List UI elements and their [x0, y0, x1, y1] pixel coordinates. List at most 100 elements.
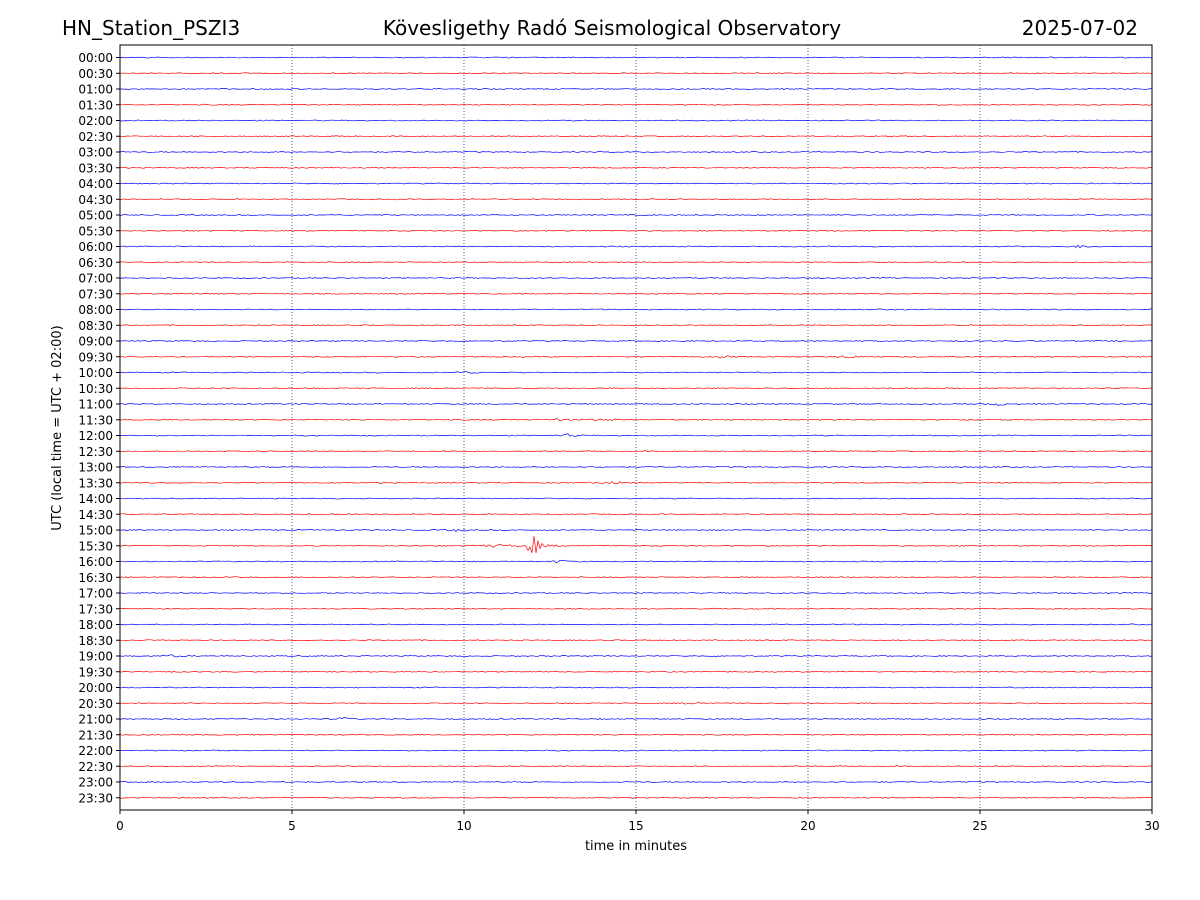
x-axis-ticks: 0 5 10 15 20 25 30: [116, 810, 1160, 833]
trace-1800: [119, 623, 1153, 626]
trace-0900: [119, 340, 1153, 342]
y-tick-label: 02:00: [78, 114, 113, 128]
y-tick-label: 17:00: [78, 587, 113, 601]
y-tick-label: 00:00: [78, 51, 113, 65]
y-tick-label: 16:30: [78, 571, 113, 585]
x-tick-label: 15: [628, 819, 643, 833]
y-tick-label: 06:30: [78, 256, 113, 270]
trace-1330: [119, 481, 1153, 485]
trace-1830: [119, 639, 1153, 642]
plot-frame: [119, 44, 1153, 811]
trace-1000: [119, 370, 1153, 374]
y-tick-label: 18:30: [78, 634, 113, 648]
trace-0400: [119, 182, 1153, 185]
y-tick-label: 04:00: [78, 177, 113, 191]
y-tick-label: 18:00: [78, 618, 113, 632]
trace-1530: [119, 536, 1153, 554]
y-tick-label: 16:00: [78, 555, 113, 569]
trace-2300: [119, 781, 1153, 783]
y-tick-label: 07:00: [78, 272, 113, 286]
y-tick-label: 14:30: [78, 508, 113, 522]
trace-2000: [119, 686, 1153, 689]
x-tick-label: 5: [288, 819, 296, 833]
y-tick-label: 08:00: [78, 303, 113, 317]
trace-1500: [119, 528, 1153, 533]
trace-2130: [119, 733, 1153, 736]
y-tick-label: 19:30: [78, 665, 113, 679]
y-tick-label: 11:30: [78, 413, 113, 427]
y-tick-label: 11:00: [78, 398, 113, 412]
trace-0600: [119, 244, 1153, 249]
trace-0730: [119, 292, 1153, 295]
station-name: HN_Station_PSZI3: [62, 16, 240, 40]
trace-0030: [119, 72, 1153, 75]
x-axis-label: time in minutes: [585, 839, 687, 854]
y-tick-label: 14:00: [78, 492, 113, 506]
trace-0000: [119, 56, 1153, 59]
trace-0830: [119, 324, 1153, 327]
trace-0700: [119, 277, 1153, 279]
trace-0930: [119, 355, 1153, 359]
trace-0200: [120, 119, 1153, 122]
x-tick-label: 25: [972, 819, 987, 833]
trace-1230: [119, 450, 1153, 453]
trace-0430: [119, 198, 1153, 201]
y-tick-label: 10:00: [78, 366, 113, 380]
y-tick-label: 12:00: [78, 429, 113, 443]
y-tick-label: 17:30: [78, 602, 113, 616]
y-tick-label: 02:30: [78, 130, 113, 144]
trace-0800: [119, 308, 1153, 311]
y-tick-label: 21:00: [78, 713, 113, 727]
trace-0330: [119, 166, 1153, 169]
y-tick-label: 22:30: [78, 760, 113, 774]
y-tick-label: 00:30: [78, 67, 113, 81]
y-tick-label: 10:30: [78, 382, 113, 396]
x-tick-label: 10: [456, 819, 471, 833]
trace-1200: [119, 433, 1153, 437]
y-tick-label: 12:30: [78, 445, 113, 459]
trace-2230: [119, 765, 1153, 768]
trace-1300: [119, 466, 1153, 468]
y-tick-label: 07:30: [78, 287, 113, 301]
trace-2330: [119, 796, 1153, 799]
trace-2030: [119, 701, 1153, 705]
y-tick-label: 21:30: [78, 728, 113, 742]
trace-1400: [119, 497, 1153, 500]
trace-1100: [119, 402, 1153, 406]
y-tick-label: 15:30: [78, 539, 113, 553]
y-tick-label: 06:00: [78, 240, 113, 254]
y-tick-label: 23:00: [78, 776, 113, 790]
x-tick-label: 20: [800, 819, 815, 833]
trace-1930: [119, 670, 1153, 673]
y-tick-label: 20:30: [78, 697, 113, 711]
y-tick-label: 03:00: [78, 146, 113, 160]
y-tick-label: 03:30: [78, 161, 113, 175]
chart-date: 2025-07-02: [1022, 16, 1138, 40]
trace-1900: [119, 654, 1153, 658]
y-tick-label: 15:00: [78, 524, 113, 538]
chart-title: Kövesligethy Radó Seismological Observat…: [383, 16, 841, 40]
trace-2100: [119, 717, 1153, 720]
y-tick-label: 01:30: [78, 98, 113, 112]
trace-1600: [119, 559, 1153, 564]
trace-1130: [119, 418, 1153, 422]
y-tick-label: 04:30: [78, 193, 113, 207]
trace-2200: [119, 749, 1153, 752]
y-tick-label: 13:30: [78, 476, 113, 490]
y-tick-label: 22:00: [78, 744, 113, 758]
y-tick-label: 08:30: [78, 319, 113, 333]
y-tick-label: 20:00: [78, 681, 113, 695]
x-tick-label: 0: [116, 819, 124, 833]
y-tick-label: 05:00: [78, 209, 113, 223]
trace-0300: [119, 151, 1153, 153]
y-tick-label: 09:00: [78, 335, 113, 349]
y-tick-label: 19:00: [78, 650, 113, 664]
x-tick-label: 30: [1144, 819, 1159, 833]
trace-0130: [119, 103, 1153, 106]
trace-0100: [119, 88, 1153, 90]
trace-1030: [119, 387, 1153, 390]
trace-1430: [119, 513, 1153, 516]
trace-0230: [119, 135, 1153, 138]
trace-0630: [119, 261, 1153, 264]
